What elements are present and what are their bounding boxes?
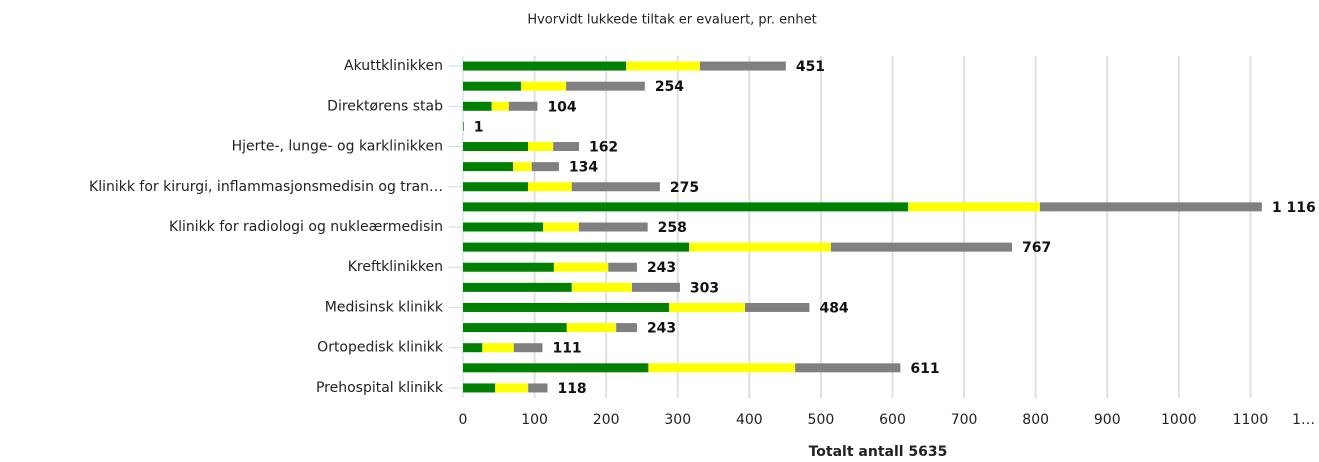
bar-segment [463,323,567,333]
bar-segment [631,282,680,292]
total-label: 1 116 [1272,200,1316,216]
bar-segment [463,343,483,353]
y-tick-label: Direktørens stab [327,98,443,114]
total-label: 258 [658,220,687,236]
bar-segment [543,222,579,232]
bar-segment [482,343,514,353]
bar-segment [491,101,509,111]
total-label: 162 [589,140,618,156]
y-tick-label: Ortopedisk klinikk [317,340,444,356]
bar-segment [571,182,660,192]
bar-segment [513,162,532,172]
bar-segment [553,262,609,272]
total-label: 118 [557,381,586,397]
y-tick-label: Hjerte-, lunge- og karklinikken [232,139,443,155]
bar-segment [553,142,579,152]
x-tick-label: 200 [593,412,620,428]
total-label: 111 [552,341,581,357]
bar-segment [566,323,617,333]
x-tick-label: 400 [736,412,763,428]
x-tick-label: 700 [951,412,978,428]
bar-segment [908,202,1040,212]
x-tick-label: 1… [1292,412,1315,428]
bar-segment [495,383,529,393]
total-label: 243 [647,260,676,276]
total-label: 254 [655,79,684,95]
bar-segment [1039,202,1262,212]
bar-segment [566,81,645,91]
x-tick-label: 1100 [1233,412,1269,428]
total-label: 611 [910,361,939,377]
x-tick-label: 600 [879,412,906,428]
bar-segment [463,121,464,131]
x-tick-label: 800 [1022,412,1049,428]
bar-segment [528,182,572,192]
bar-segment [463,262,554,272]
bar-segment [463,182,529,192]
y-tick-label: Kreftklinikken [348,259,443,275]
bar-segment [463,162,514,172]
total-label: 104 [547,99,576,115]
bar-segment [648,363,796,373]
bar-segment [528,142,554,152]
bar-segment [531,162,559,172]
total-label: 303 [690,280,719,296]
y-tick-label: Akuttklinikken [344,58,443,74]
y-tick-label: Prehospital klinikk [316,380,444,396]
bar-segment [463,202,909,212]
total-label: 275 [670,180,699,196]
total-label: 134 [569,160,598,176]
chart-title: Hvorvidt lukkede tiltak er evaluert, pr.… [527,13,816,28]
total-label: 484 [819,300,848,316]
bar-segment [608,262,637,272]
y-tick-label: Medisinsk klinikk [325,299,444,315]
bar-segment [830,242,1013,252]
bar-segment [463,81,521,91]
bar-segment [528,383,548,393]
bar-segment [520,81,567,91]
bar-segment [463,61,627,71]
bar-segment [463,383,496,393]
bar-segment [578,222,648,232]
bar-segment [795,363,901,373]
x-tick-label: 900 [1094,412,1121,428]
bar-segment [513,343,543,353]
bar-segment [626,61,700,71]
bar-segment [463,363,649,373]
bar-segment [669,302,746,312]
bar-segment [463,302,670,312]
x-axis-title: Totalt antall 5635 [809,444,948,460]
bar-segment [745,302,810,312]
total-label: 243 [647,321,676,337]
x-tick-label: 0 [459,412,468,428]
x-tick-label: 500 [808,412,835,428]
x-tick-label: 300 [664,412,691,428]
bar-segment [463,101,492,111]
total-label: 1 [474,119,484,135]
y-tick-label: Klinikk for kirurgi, inflammasjonsmedisi… [89,179,443,195]
bar-segment [699,61,786,71]
bar-segment [616,323,637,333]
bar-segment [463,142,529,152]
bar-segment [571,282,632,292]
x-tick-label: 1000 [1161,412,1197,428]
bar-segment [463,282,572,292]
y-tick-label: Klinikk for radiologi og nukleærmedisin [169,219,443,235]
bar-segment [689,242,831,252]
x-tick-label: 100 [521,412,548,428]
bar-segment [463,242,690,252]
total-label: 451 [796,59,825,75]
total-label: 767 [1022,240,1051,256]
bar-segment [463,222,544,232]
bar-segment [508,101,538,111]
